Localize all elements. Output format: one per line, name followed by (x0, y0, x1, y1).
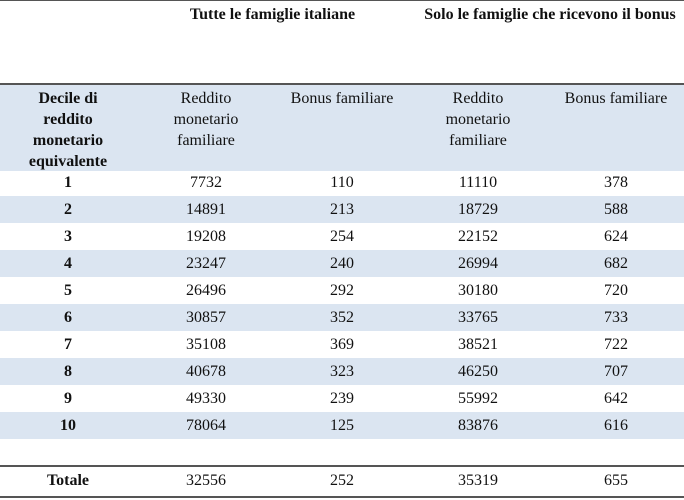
bottom-rule (0, 496, 684, 498)
bonus-all-cell: 323 (330, 363, 354, 380)
bonus-bonus-cell: 642 (604, 390, 628, 407)
table-row: 6 30857 352 33765 733 (0, 304, 684, 331)
bonus-bonus-cell: 722 (604, 336, 628, 353)
bonus-all-cell: 352 (330, 309, 354, 326)
income-all-cell: 14891 (186, 201, 226, 218)
table-row: 3 19208 254 22152 624 (0, 223, 684, 250)
bonus-bonus-cell: 707 (604, 363, 628, 380)
decile-cell: 8 (64, 363, 72, 380)
bonus-bonus-cell: 616 (604, 417, 628, 434)
income-all-cell: 19208 (186, 228, 226, 245)
decile-cell: 4 (64, 255, 72, 272)
income-all-cell: 35108 (186, 336, 226, 353)
column-header-decile: Decile di reddito monetario equivalente (28, 90, 108, 170)
bonus-bonus-cell: 378 (604, 174, 628, 191)
income-bonus-cell: 46250 (458, 363, 498, 380)
bonus-all-cell: 239 (330, 390, 354, 407)
table-row: 2 14891 213 18729 588 (0, 196, 684, 223)
income-all-cell: 26496 (186, 282, 226, 299)
column-header-income-all: Reddito monetario familiare (173, 90, 239, 149)
column-header-band (0, 85, 684, 171)
table-row: 1 7732 110 11110 378 (0, 169, 684, 196)
income-bonus-cell: 33765 (458, 309, 498, 326)
income-bonus-cell: 38521 (458, 336, 498, 353)
column-header-income-bonus: Reddito monetario familiare (445, 90, 511, 149)
income-all-cell: 30857 (186, 309, 226, 326)
table-row: 8 40678 323 46250 707 (0, 358, 684, 385)
income-all-cell: 78064 (186, 417, 226, 434)
table-row: 10 78064 125 83876 616 (0, 412, 684, 439)
decile-cell: 3 (64, 228, 72, 245)
income-bonus-cell: 26994 (458, 255, 498, 272)
income-bonus-cell: 55992 (458, 390, 498, 407)
bonus-bonus-cell: 682 (604, 255, 628, 272)
income-all-cell: 40678 (186, 363, 226, 380)
table-row: 4 23247 240 26994 682 (0, 250, 684, 277)
bonus-all-cell: 240 (330, 255, 354, 272)
bonus-bonus-cell: 624 (604, 228, 628, 245)
decile-cell: 7 (64, 336, 72, 353)
income-bonus-total: 35319 (458, 472, 498, 489)
bonus-all-cell: 125 (330, 417, 354, 434)
table-row: 5 26496 292 30180 720 (0, 277, 684, 304)
group-header-bonus-families: Solo le famiglie che ricevono il bonus (424, 6, 676, 23)
decile-cell: 10 (60, 417, 76, 434)
total-label: Totale (46, 472, 90, 489)
top-rule (0, 0, 684, 1)
total-rule (0, 465, 684, 467)
decile-cell: 6 (64, 309, 72, 326)
bonus-all-cell: 292 (330, 282, 354, 299)
income-all-cell: 23247 (186, 255, 226, 272)
bonus-all-cell: 369 (330, 336, 354, 353)
income-bonus-cell: 83876 (458, 417, 498, 434)
decile-cell: 9 (64, 390, 72, 407)
header-rule (0, 83, 684, 85)
bonus-all-total: 252 (330, 472, 354, 489)
bonus-all-cell: 110 (330, 174, 354, 191)
income-bonus-cell: 30180 (458, 282, 498, 299)
income-bonus-cell: 22152 (458, 228, 498, 245)
bonus-bonus-cell: 588 (604, 201, 628, 218)
income-all-cell: 7732 (190, 174, 222, 191)
income-bonus-cell: 11110 (458, 174, 498, 191)
bonus-all-cell: 213 (330, 201, 354, 218)
income-all-total: 32556 (186, 472, 226, 489)
column-header-bonus-all: Bonus familiare (290, 90, 394, 107)
bonus-bonus-cell: 733 (604, 309, 628, 326)
decile-cell: 2 (64, 201, 72, 218)
column-header-bonus-bonus: Bonus familiare (564, 90, 668, 107)
table-row: 9 49330 239 55992 642 (0, 385, 684, 412)
decile-cell: 5 (64, 282, 72, 299)
bonus-bonus-total: 655 (604, 472, 628, 489)
income-all-cell: 49330 (186, 390, 226, 407)
bonus-all-cell: 254 (330, 228, 354, 245)
decile-cell: 1 (64, 174, 72, 191)
total-row: Totale 32556 252 35319 655 (0, 467, 684, 495)
income-bonus-cell: 18729 (458, 201, 498, 218)
bonus-bonus-cell: 720 (604, 282, 628, 299)
group-header-all-families: Tutte le famiglie italiane (189, 6, 356, 23)
table-row: 7 35108 369 38521 722 (0, 331, 684, 358)
